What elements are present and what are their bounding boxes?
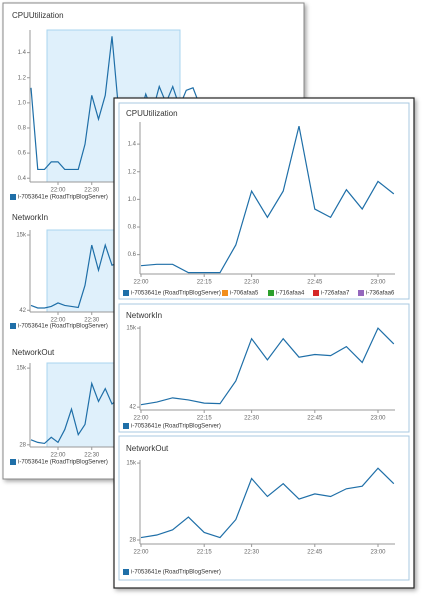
chart-title: CPUUtilization [12,11,64,20]
legend-label: i-706afaa5 [230,291,259,297]
legend-label: i-7053641e (RoadTripBlogServer) [18,460,108,466]
chart-title: CPUUtilization [126,109,178,118]
y-tick-label: 0.8 [18,126,27,132]
x-tick-label: 22:00 [133,280,149,286]
y-tick-label: 1.4 [18,50,27,56]
x-tick-label: 23:00 [370,416,386,422]
legend-swatch [268,290,274,296]
legend-swatch [313,290,319,296]
x-tick-label: 22:30 [84,318,100,324]
legend-swatch [123,290,129,296]
y-tick-label: 42 [129,405,136,411]
chart-title: NetworkIn [126,311,162,320]
x-tick-label: 22:00 [133,416,149,422]
chart-box [118,435,410,581]
legend-label: i-7053641e (RoadTripBlogServer) [131,424,221,430]
chart-title: NetworkOut [126,444,169,453]
y-tick-label: 0.6 [18,151,27,157]
legend-label: i-716afaa4 [276,291,305,297]
x-tick-label: 23:00 [370,550,386,556]
legend-swatch [10,194,16,200]
x-tick-label: 22:45 [307,280,323,286]
legend-label: i-7053641e (RoadTripBlogServer) [18,195,108,201]
x-tick-label: 22:30 [244,280,260,286]
legend-swatch [123,423,129,429]
x-tick-label: 22:15 [197,416,213,422]
series-line [140,467,395,539]
y-tick-label: 1.2 [128,169,137,175]
legend-swatch [358,290,364,296]
series-line [30,36,201,171]
legend-label: i-736afaa6 [366,291,395,297]
x-tick-label: 22:00 [50,453,66,459]
legend-label: i-7053641e (RoadTripBlogServer) [131,291,221,297]
legend-swatch [123,569,129,575]
y-tick-label: 0.4 [18,176,27,182]
chart-box [118,102,410,300]
y-tick-label: 28 [129,538,136,544]
x-tick-label: 22:00 [133,550,149,556]
x-tick-label: 22:15 [197,280,213,286]
y-tick-label: 15k [16,233,27,239]
y-tick-label: 28 [19,442,26,448]
chart-title: NetworkIn [12,213,48,222]
chart-box [118,303,410,433]
x-tick-label: 22:30 [244,550,260,556]
x-tick-label: 22:45 [307,550,323,556]
y-tick-label: 0.8 [128,225,137,231]
y-tick-label: 1.2 [18,75,27,81]
x-tick-label: 22:30 [244,416,260,422]
x-tick-label: 22:00 [50,188,66,194]
series-line [140,126,395,274]
legend-label: i-7053641e (RoadTripBlogServer) [131,570,221,576]
y-tick-label: 42 [19,308,26,314]
y-tick-label: 15k [126,461,137,467]
y-tick-label: 1.0 [128,197,137,203]
chart-title: NetworkOut [12,348,55,357]
y-tick-label: 15k [16,366,27,372]
x-tick-label: 22:00 [50,318,66,324]
y-tick-label: 0.6 [128,252,137,258]
y-tick-label: 1.0 [18,100,27,106]
series-line [140,327,395,406]
legend-swatch [10,323,16,329]
x-tick-label: 22:45 [307,416,323,422]
x-tick-label: 22:30 [84,188,100,194]
y-tick-label: 15k [126,326,137,332]
legend-label: i-726afaa7 [321,291,350,297]
y-tick-label: 1.4 [128,142,137,148]
x-tick-label: 22:15 [197,550,213,556]
legend-swatch [10,459,16,465]
x-tick-label: 23:00 [370,280,386,286]
legend-swatch [222,290,228,296]
legend-label: i-7053641e (RoadTripBlogServer) [18,324,108,330]
x-tick-label: 22:30 [84,453,100,459]
